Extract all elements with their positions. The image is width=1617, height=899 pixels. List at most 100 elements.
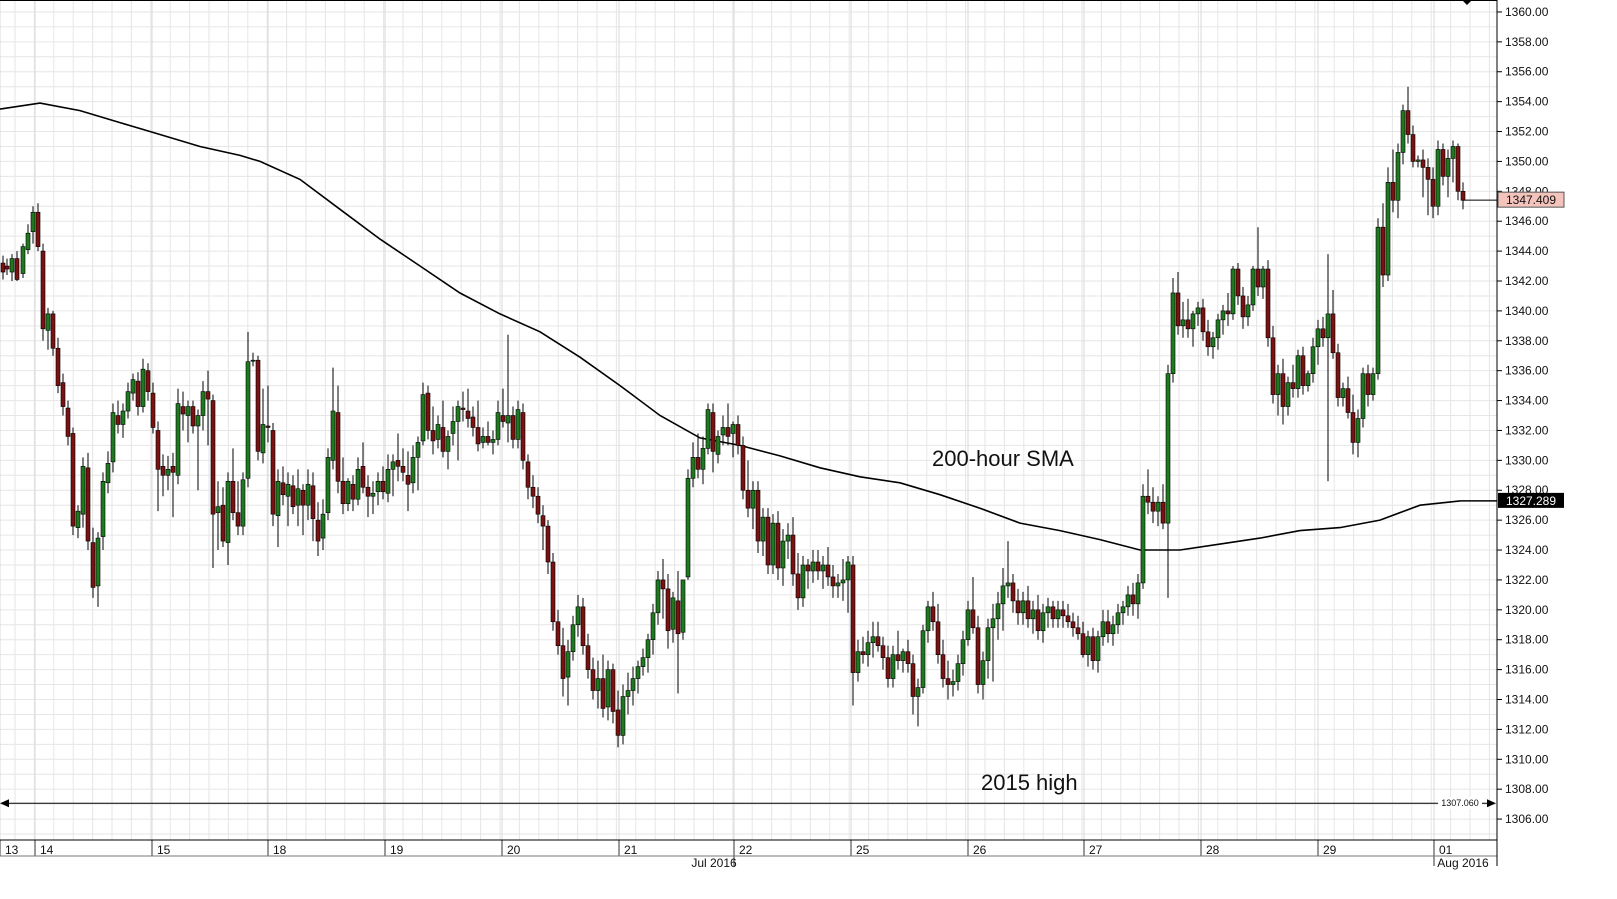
y-tick-label: 1330.00 bbox=[1505, 453, 1549, 467]
candle-body bbox=[500, 415, 506, 422]
candle-body bbox=[685, 477, 691, 578]
y-tick-label: 1312.00 bbox=[1505, 722, 1549, 736]
left-arrow-icon bbox=[0, 799, 9, 808]
candle bbox=[395, 433, 401, 482]
candle-body bbox=[1040, 612, 1046, 632]
candle-body bbox=[560, 645, 566, 679]
candle-body bbox=[705, 409, 711, 449]
candle-body bbox=[210, 400, 216, 515]
candle bbox=[855, 639, 861, 682]
candle-body bbox=[140, 368, 146, 407]
candle bbox=[1235, 263, 1241, 305]
2015-high-label-bg bbox=[1438, 797, 1482, 810]
candle bbox=[1165, 364, 1171, 598]
candle-body bbox=[30, 211, 36, 232]
candle-body bbox=[945, 678, 951, 685]
candle-body bbox=[65, 407, 71, 437]
candle bbox=[125, 382, 131, 419]
candle-body bbox=[1295, 355, 1301, 389]
candle-body bbox=[125, 391, 131, 412]
candle-body bbox=[1205, 331, 1211, 348]
candle bbox=[450, 406, 456, 446]
candle bbox=[375, 472, 381, 506]
candle-body bbox=[360, 466, 366, 488]
candle bbox=[795, 553, 801, 610]
2015-high-label: 1307.060 bbox=[1441, 798, 1479, 808]
candle bbox=[1015, 588, 1021, 625]
candle bbox=[35, 203, 41, 252]
candle bbox=[275, 469, 281, 548]
candle bbox=[70, 427, 76, 536]
y-tick-label: 1332.00 bbox=[1505, 423, 1549, 437]
candle-body bbox=[1110, 624, 1116, 635]
candle bbox=[800, 556, 806, 607]
candle bbox=[115, 400, 121, 434]
candle bbox=[440, 400, 446, 458]
y-tick-label: 1356.00 bbox=[1505, 65, 1549, 79]
candle-body bbox=[255, 359, 261, 452]
candle bbox=[1185, 298, 1191, 338]
candle bbox=[20, 243, 26, 279]
candle bbox=[390, 454, 396, 497]
candle-body bbox=[70, 433, 76, 527]
candle-body bbox=[155, 430, 161, 470]
candle bbox=[65, 400, 71, 446]
y-tick-label: 1310.00 bbox=[1505, 752, 1549, 766]
candle bbox=[1290, 364, 1296, 398]
candle bbox=[30, 206, 36, 244]
candle-body bbox=[530, 486, 536, 497]
y-tick-label: 1318.00 bbox=[1505, 633, 1549, 647]
candle-body bbox=[50, 313, 56, 349]
x-tick-label: 21 bbox=[624, 843, 638, 857]
candle-body bbox=[695, 457, 701, 470]
candle-body bbox=[820, 564, 826, 572]
x-tick-label: 13 bbox=[5, 843, 19, 857]
candle bbox=[735, 415, 741, 455]
candle bbox=[975, 615, 981, 694]
candle-body bbox=[240, 479, 246, 527]
candle-body bbox=[805, 564, 811, 572]
candle bbox=[1265, 260, 1271, 347]
candle-body bbox=[650, 612, 656, 641]
candle bbox=[770, 514, 776, 574]
candle-body bbox=[1135, 582, 1141, 605]
candle-body bbox=[955, 663, 961, 682]
candle-body bbox=[190, 406, 196, 427]
candle-body bbox=[795, 573, 801, 599]
candle bbox=[1350, 394, 1356, 455]
candle-body bbox=[195, 415, 201, 427]
candle-body bbox=[910, 663, 916, 697]
candle bbox=[1180, 301, 1186, 338]
candle-body bbox=[1445, 158, 1451, 177]
candle-body bbox=[115, 415, 121, 425]
candle bbox=[1105, 609, 1111, 643]
candle-body bbox=[1100, 621, 1106, 638]
candle bbox=[1240, 286, 1246, 329]
right-arrow-icon bbox=[1487, 799, 1496, 808]
candle bbox=[1340, 382, 1346, 407]
candle bbox=[520, 403, 526, 470]
candle-body bbox=[1195, 307, 1201, 315]
candle-body bbox=[405, 475, 411, 485]
candle bbox=[1225, 292, 1231, 326]
candle bbox=[335, 385, 341, 494]
candle bbox=[1085, 630, 1091, 667]
candle-body bbox=[1155, 501, 1161, 512]
candle-body bbox=[165, 469, 171, 476]
candle bbox=[410, 445, 416, 494]
candle-body bbox=[550, 561, 556, 623]
candle-body bbox=[620, 696, 626, 736]
candle bbox=[470, 406, 476, 437]
candle-body bbox=[130, 379, 136, 394]
candle bbox=[1195, 301, 1201, 326]
candle-body bbox=[635, 666, 641, 679]
candle-body bbox=[1345, 388, 1351, 413]
candle bbox=[155, 421, 161, 512]
candle-body bbox=[960, 639, 966, 664]
candle-body bbox=[1115, 612, 1121, 626]
candle bbox=[1270, 325, 1276, 404]
candle bbox=[840, 559, 846, 601]
candle bbox=[1110, 615, 1116, 646]
candle bbox=[455, 400, 461, 461]
candle-body bbox=[350, 483, 356, 500]
